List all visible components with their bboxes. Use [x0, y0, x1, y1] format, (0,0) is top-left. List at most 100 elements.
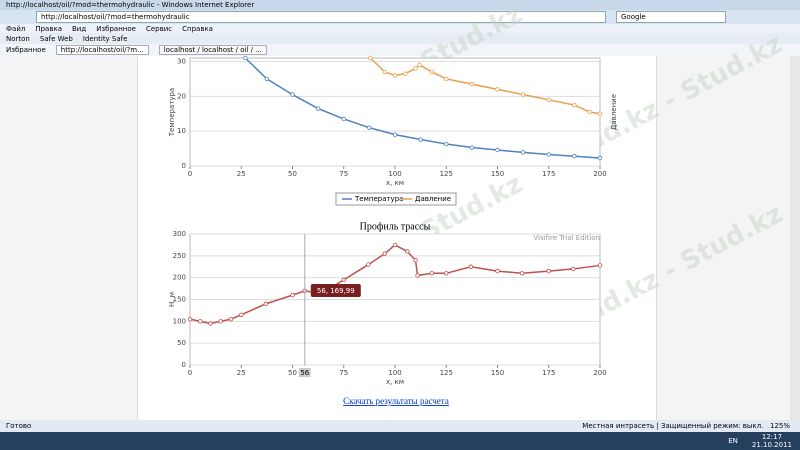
marker	[495, 268, 500, 274]
tab[interactable]: localhost / localhost / oil / ...	[158, 45, 267, 55]
menu-item[interactable]: Справка	[182, 24, 213, 33]
x-tick-label: 200	[593, 369, 606, 377]
toolbar-button[interactable]: Safe Web	[39, 34, 73, 43]
marker	[587, 109, 592, 115]
y-tick-label: 10	[177, 127, 186, 135]
x-tick-label: 175	[542, 369, 555, 377]
x-tick-label: 150	[491, 170, 504, 178]
marker	[403, 71, 408, 76]
window-title: http://localhost/oil/?mod=thermohydrauli…	[6, 1, 255, 9]
menu-item[interactable]: Вид	[71, 24, 87, 33]
menu-item[interactable]: Сервис	[145, 24, 173, 33]
marker	[519, 271, 525, 276]
marker	[413, 66, 418, 71]
marker	[444, 141, 449, 147]
legend	[335, 192, 457, 206]
marker	[444, 271, 449, 276]
y-tick-label: 20	[177, 92, 186, 100]
marker	[571, 266, 576, 272]
y-tick-label: 200	[173, 274, 186, 282]
x-tick-label: 125	[440, 369, 453, 377]
marker	[290, 292, 295, 298]
marker	[495, 87, 500, 92]
marker	[520, 92, 526, 97]
x-tick-label: 125	[440, 170, 453, 178]
status-bar: Готово Местная интрасеть | Защищенный ре…	[0, 420, 800, 432]
lang[interactable]: EN	[728, 437, 738, 445]
marker	[468, 264, 474, 269]
marker	[546, 97, 551, 103]
x-tick-label: 25	[237, 170, 246, 178]
marker	[572, 154, 577, 159]
y-tick-label: 50	[177, 339, 186, 347]
menu-item[interactable]: Правка	[35, 24, 62, 33]
crosshair-label: 56	[300, 369, 309, 377]
status-text: Готово	[6, 422, 32, 430]
scrollbar[interactable]	[790, 56, 800, 420]
menu-item[interactable]: Избранное	[96, 24, 136, 33]
marker	[405, 249, 410, 254]
download-link[interactable]: Скачать результаты расчета	[343, 396, 449, 406]
toolbar-button[interactable]: Identity Safe	[82, 34, 128, 43]
zoom[interactable]: 125%	[769, 422, 790, 430]
marker	[228, 316, 234, 322]
y-tick-label: 0	[182, 361, 186, 369]
marker	[392, 73, 398, 78]
x-tick-label: 175	[542, 170, 555, 178]
marker	[413, 258, 418, 263]
favorites-bar: Избранное http://localhost/oil/?m... local…	[0, 44, 800, 56]
marker	[469, 81, 475, 87]
marker	[382, 251, 387, 256]
y-tick-label: 100	[173, 317, 186, 325]
legend-label: Температура	[354, 195, 403, 203]
marker	[208, 321, 213, 326]
y-tick-label: 300	[173, 230, 186, 238]
y-tick-label: 250	[173, 252, 186, 260]
marker	[429, 271, 435, 276]
menu-item[interactable]: Файл	[6, 24, 26, 33]
marker	[263, 301, 269, 307]
x-tick-label: 150	[491, 369, 504, 377]
marker	[243, 55, 248, 61]
x-tick-label: 100	[388, 170, 401, 178]
x-tick-label: 0	[188, 170, 192, 178]
search-box[interactable]: Google	[616, 11, 726, 23]
y-axis-label: Температура	[168, 88, 176, 137]
taskbar: EN 12:17 21.10.2011	[0, 432, 800, 450]
marker	[444, 76, 449, 82]
x-tick-label: 200	[593, 170, 606, 178]
marker	[495, 147, 500, 153]
marker	[315, 106, 321, 111]
marker	[366, 262, 371, 267]
marker	[218, 319, 223, 324]
x-tick-label: 75	[339, 170, 348, 178]
marker	[429, 69, 435, 75]
menu-bar: Файл Правка Вид Избранное Сервис Справка	[0, 24, 800, 33]
chart-title: Профиль трассы	[360, 221, 431, 232]
favorites[interactable]: Избранное	[6, 46, 46, 54]
marker	[597, 263, 603, 268]
x-axis-label: x, км	[386, 179, 404, 187]
address-bar[interactable]: http://localhost/oil/?mod=thermohydrauli…	[36, 11, 606, 23]
toolbar-button[interactable]: Norton	[6, 34, 30, 43]
marker	[392, 132, 398, 137]
x-tick-label: 25	[237, 369, 246, 377]
marker	[546, 152, 551, 157]
marker	[239, 312, 244, 317]
date: 21.10.2011	[751, 441, 792, 449]
marker	[417, 62, 422, 68]
tab[interactable]: http://localhost/oil/?m...	[55, 45, 149, 55]
crosshair-box	[298, 368, 311, 377]
marker	[572, 102, 577, 108]
marker	[382, 69, 387, 75]
marker	[187, 316, 193, 322]
marker	[341, 116, 346, 122]
marker	[392, 242, 398, 248]
marker	[341, 277, 346, 283]
marker	[546, 268, 551, 274]
y2-axis-label: Давление	[610, 94, 618, 130]
tooltip-box	[310, 284, 361, 297]
toolbar: Norton Safe Web Identity Safe	[0, 33, 800, 44]
